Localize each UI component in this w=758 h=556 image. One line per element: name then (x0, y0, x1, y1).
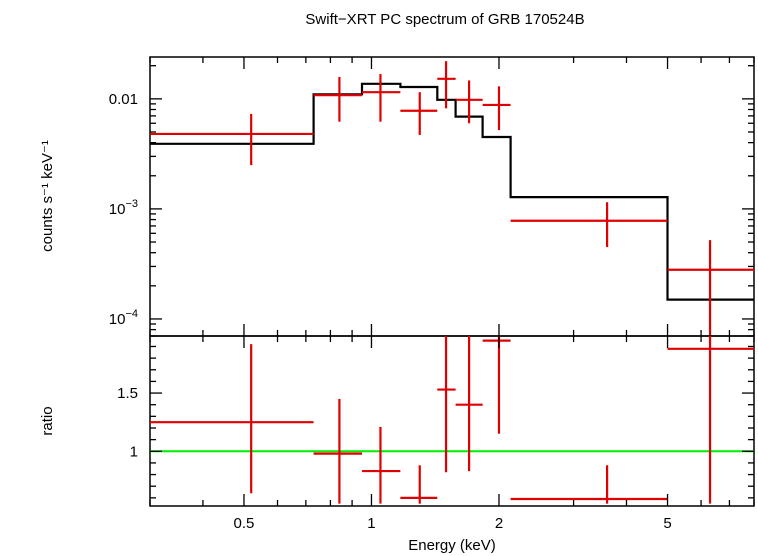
ratio-data-points (150, 336, 754, 504)
x-axis-label: Energy (keV) (408, 537, 496, 554)
ratio-point-1 (150, 344, 314, 494)
x-tick-label: 2 (495, 515, 503, 532)
ratio-axis-ticks: 0.5 1 2 5 1 1.5 (117, 336, 755, 532)
ratio-point-2 (313, 398, 363, 504)
y-tick-label: 10−3 (109, 198, 138, 218)
chart-title: Swift−XRT PC spectrum of GRB 170524B (305, 11, 584, 28)
y-tick-label: 0.01 (109, 91, 138, 108)
spectrum-point-6 (455, 80, 483, 124)
y-tick-label: 1 (130, 443, 138, 460)
ratio-point-3 (362, 426, 401, 504)
y-axis-label-counts: counts s⁻¹ keV⁻¹ (39, 140, 56, 252)
y-tick-label: 1.5 (117, 385, 138, 402)
spectrum-point-5 (437, 61, 456, 109)
spectrum-point-8 (510, 202, 668, 248)
y-axis-label-ratio: ratio (39, 406, 56, 435)
model-step-line (150, 82, 754, 301)
x-tick-label: 5 (663, 515, 671, 532)
spectrum-point-7 (482, 86, 511, 131)
y-tick-label: 10−4 (109, 308, 138, 328)
x-tick-label: 0.5 (234, 515, 255, 532)
spectrum-point-9 (667, 240, 754, 336)
x-tick-label: 1 (367, 515, 375, 532)
spectrum-point-2 (313, 76, 363, 122)
ratio-point-8 (510, 465, 668, 504)
ratio-point-6 (455, 336, 483, 472)
ratio-point-4 (400, 465, 438, 504)
model-step-path (150, 82, 754, 301)
spectrum-point-4 (400, 92, 438, 135)
ratio-point-7 (482, 336, 511, 434)
spectrum-data-points (150, 61, 754, 336)
spectrum-axis-ticks: 0.01 10−3 10−4 (109, 57, 755, 337)
ratio-point-9 (667, 336, 754, 504)
ratio-point-5 (437, 336, 456, 473)
ratio-panel-frame (149, 335, 755, 507)
spectrum-point-3 (362, 74, 401, 122)
spectrum-point-1 (150, 113, 314, 166)
